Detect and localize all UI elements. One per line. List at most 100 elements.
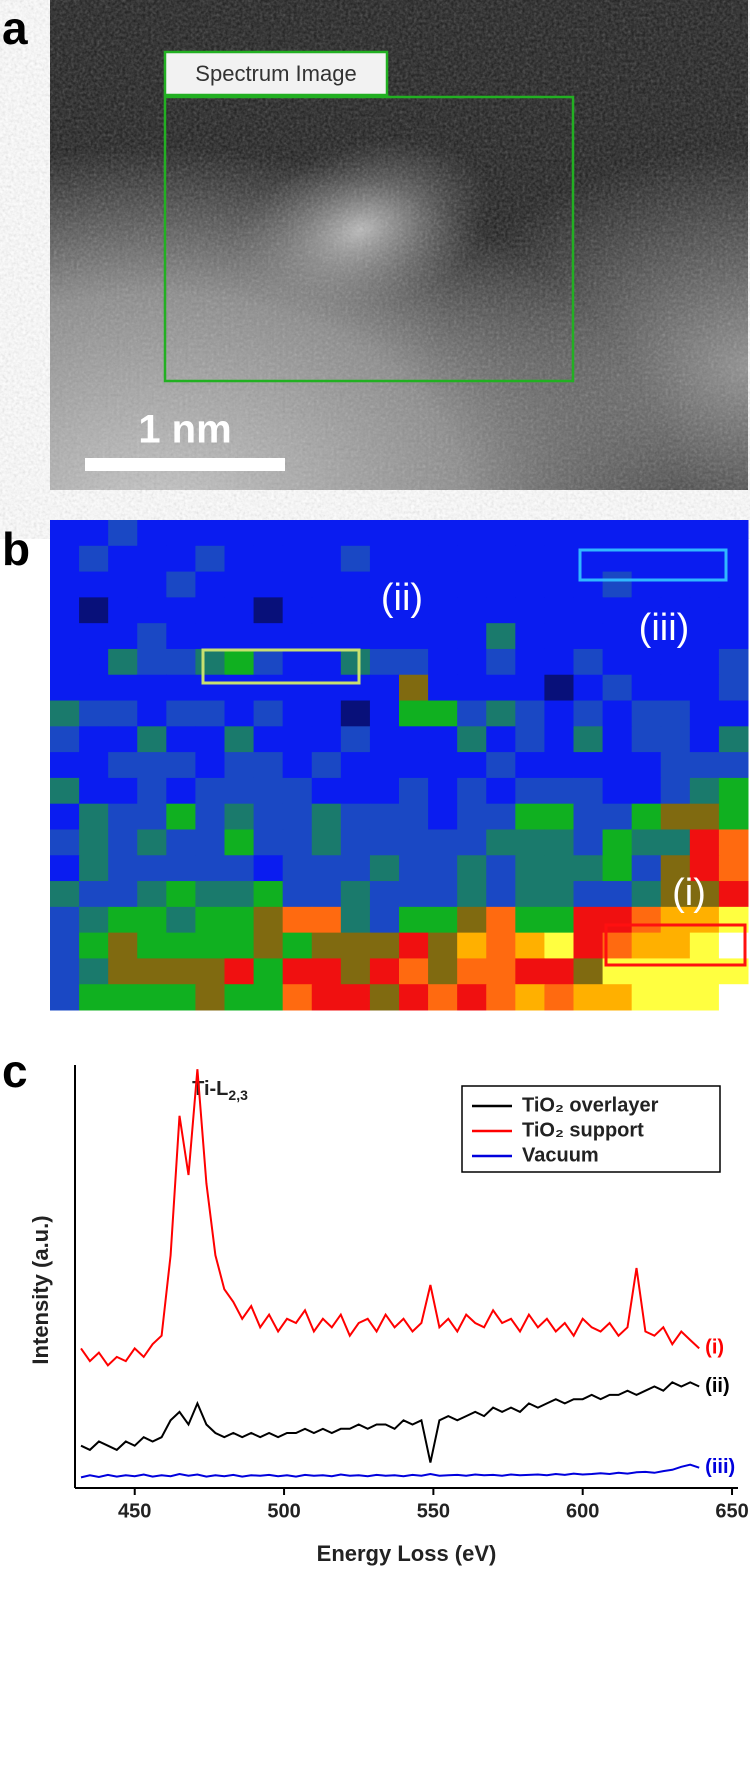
heat-cell <box>137 623 167 650</box>
heat-cell <box>253 881 284 908</box>
heat-cell <box>253 984 284 1011</box>
heat-cell <box>544 648 574 676</box>
heat-cell <box>457 958 487 985</box>
heat-cell <box>515 674 545 702</box>
heat-cell <box>253 752 284 779</box>
panel-label: a <box>2 2 28 54</box>
heat-cell <box>399 932 429 959</box>
heat-cell <box>108 726 138 753</box>
heat-cell <box>166 958 196 985</box>
heat-cell <box>166 881 196 908</box>
heat-cell <box>573 700 604 727</box>
region-label: (iii) <box>639 607 690 649</box>
heat-cell <box>660 984 691 1011</box>
heat-cell <box>79 752 109 779</box>
heat-cell <box>660 700 691 727</box>
heat-cell <box>369 726 400 753</box>
x-tick-label: 450 <box>118 1500 151 1522</box>
series-tag: (iii) <box>705 1456 735 1478</box>
heat-cell <box>369 752 400 779</box>
heat-cell <box>544 803 574 830</box>
heat-cell <box>399 623 429 650</box>
heat-cell <box>195 932 225 959</box>
heat-cell <box>428 623 458 650</box>
heat-cell <box>428 752 458 779</box>
scale-bar <box>85 458 285 471</box>
heat-cell <box>660 520 691 547</box>
heat-cell <box>515 958 545 985</box>
heat-cell <box>282 906 313 934</box>
heat-cell <box>195 752 225 779</box>
heat-cell <box>340 597 371 624</box>
heat-cell <box>457 700 487 727</box>
heat-cell <box>544 700 574 727</box>
heat-cell <box>718 984 749 1011</box>
heat-cell <box>340 855 371 882</box>
heat-cell <box>457 803 487 830</box>
heat-cell <box>253 726 284 753</box>
heat-cell <box>573 623 604 650</box>
heat-cell <box>195 726 225 753</box>
heat-cell <box>573 932 604 959</box>
heat-cell <box>631 984 662 1011</box>
heat-cell <box>457 829 487 856</box>
spectrum-line <box>80 1069 700 1367</box>
heat-cell <box>689 700 720 727</box>
heat-cell <box>253 829 284 856</box>
heat-cell <box>79 984 109 1011</box>
heat-cell <box>137 674 167 702</box>
heat-cell <box>544 571 574 598</box>
heat-cell <box>137 520 167 547</box>
heat-cell <box>573 984 604 1011</box>
heat-cell <box>428 855 458 882</box>
region-box <box>578 548 728 582</box>
heat-cell <box>282 881 313 908</box>
heat-cell <box>544 777 574 805</box>
heat-cell <box>486 648 516 676</box>
heat-cell <box>224 520 255 547</box>
heat-cell <box>428 674 458 702</box>
heat-cell <box>689 623 720 650</box>
heat-cell <box>660 958 691 985</box>
heat-cell <box>79 855 109 882</box>
spectrum-line <box>80 1463 700 1479</box>
heat-cell <box>428 726 458 753</box>
heat-cell <box>108 829 138 856</box>
heat-cell <box>689 520 720 547</box>
heat-cell <box>137 803 167 830</box>
heat-cell <box>282 623 313 650</box>
heat-cell <box>253 906 284 934</box>
heat-cell <box>311 752 342 779</box>
heat-cell <box>515 984 545 1011</box>
heat-cell <box>369 700 400 727</box>
heat-cell <box>457 855 487 882</box>
heat-cell <box>282 803 313 830</box>
heat-cell <box>224 545 255 573</box>
heat-cell <box>631 520 662 547</box>
heat-cell <box>137 597 167 624</box>
heat-cell <box>689 984 720 1011</box>
heat-cell <box>718 520 749 547</box>
heat-cell <box>689 881 720 908</box>
heat-cell <box>399 906 429 934</box>
heat-cell <box>224 648 255 676</box>
heat-cell <box>689 752 720 779</box>
heat-cell <box>340 520 371 547</box>
heat-cell <box>515 623 545 650</box>
heat-cell <box>311 932 342 959</box>
heat-cell <box>369 571 400 598</box>
heat-cell <box>137 571 167 598</box>
heat-cell <box>718 777 749 805</box>
panel-label: b <box>2 523 30 575</box>
heat-cell <box>486 674 516 702</box>
heat-cell <box>486 932 516 959</box>
heat-cell <box>718 571 749 598</box>
heat-cell <box>515 855 545 882</box>
heat-cell <box>515 881 545 908</box>
heat-cell <box>544 829 574 856</box>
heat-cell <box>515 726 545 753</box>
heat-cell <box>399 803 429 830</box>
heat-cell <box>340 829 371 856</box>
heat-cell <box>166 623 196 650</box>
heat-cell <box>486 958 516 985</box>
